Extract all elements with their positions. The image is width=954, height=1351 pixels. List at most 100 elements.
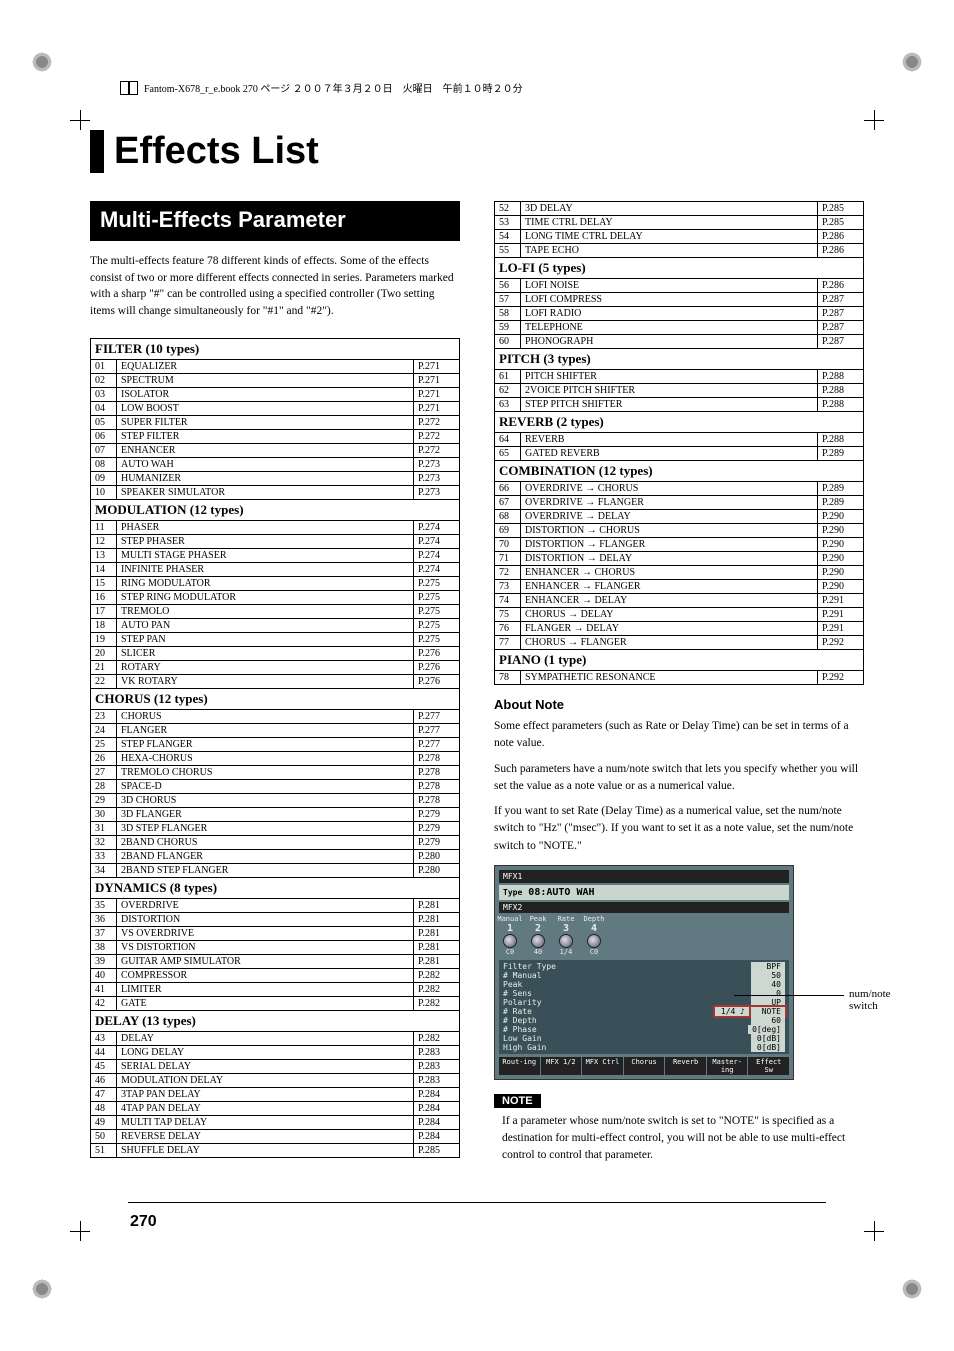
effect-number: 24 <box>91 723 117 737</box>
table-row: 56LOFI NOISEP.286 <box>495 279 864 293</box>
callout-line <box>734 995 844 996</box>
table-row: 50REVERSE DELAYP.284 <box>91 1129 460 1143</box>
effect-name: OVERDRIVE → DELAY <box>521 510 818 524</box>
effect-name: 2VOICE PITCH SHIFTER <box>521 384 818 398</box>
lcd-softkey: Effect Sw <box>748 1057 789 1075</box>
effect-name: VK ROTARY <box>117 674 414 688</box>
effect-page: P.271 <box>414 401 460 415</box>
effect-name: ROTARY <box>117 660 414 674</box>
effect-number: 49 <box>91 1115 117 1129</box>
table-row: 41LIMITERP.282 <box>91 982 460 996</box>
table-row: 05SUPER FILTERP.272 <box>91 415 460 429</box>
effect-name: MULTI STAGE PHASER <box>117 548 414 562</box>
table-row: 75CHORUS → DELAYP.291 <box>495 608 864 622</box>
category-header: DYNAMICS (8 types) <box>91 877 460 898</box>
effect-number: 75 <box>495 608 521 622</box>
effect-name: INFINITE PHASER <box>117 562 414 576</box>
effect-page: P.292 <box>818 636 864 650</box>
effect-name: LOFI COMPRESS <box>521 293 818 307</box>
effect-number: 13 <box>91 548 117 562</box>
lcd-type-label: Type <box>503 888 522 897</box>
effect-number: 04 <box>91 401 117 415</box>
effect-name: GATE <box>117 996 414 1010</box>
note-tag: NOTE <box>494 1094 541 1108</box>
effect-name: REVERB <box>521 433 818 447</box>
effect-page: P.290 <box>818 538 864 552</box>
effect-page: P.277 <box>414 709 460 723</box>
effect-name: LOFI RADIO <box>521 307 818 321</box>
table-row: 58LOFI RADIOP.287 <box>495 307 864 321</box>
table-row: 42GATEP.282 <box>91 996 460 1010</box>
lcd-param-row: PolarityUP <box>501 998 787 1007</box>
effect-page: P.290 <box>818 524 864 538</box>
effect-name: DELAY <box>117 1031 414 1045</box>
effect-number: 41 <box>91 982 117 996</box>
table-row: 11PHASERP.274 <box>91 520 460 534</box>
table-row: 332BAND FLANGERP.280 <box>91 849 460 863</box>
table-row: 43DELAYP.282 <box>91 1031 460 1045</box>
category-header: FILTER (10 types) <box>91 338 460 359</box>
effect-page: P.286 <box>818 230 864 244</box>
effect-name: 2BAND STEP FLANGER <box>117 863 414 877</box>
effect-page: P.291 <box>818 594 864 608</box>
effect-page: P.282 <box>414 982 460 996</box>
table-row: 16STEP RING MODULATORP.275 <box>91 590 460 604</box>
table-row: 49MULTI TAP DELAYP.284 <box>91 1115 460 1129</box>
effect-number: 22 <box>91 674 117 688</box>
category-header: PITCH (3 types) <box>495 349 864 370</box>
table-row: 25STEP FLANGERP.277 <box>91 737 460 751</box>
table-row: 293D CHORUSP.278 <box>91 793 460 807</box>
lcd-softkey: MFX 1/2 <box>541 1057 582 1075</box>
effect-name: SYMPATHETIC RESONANCE <box>521 671 818 685</box>
effect-page: P.289 <box>818 482 864 496</box>
effect-name: SUPER FILTER <box>117 415 414 429</box>
effect-number: 63 <box>495 398 521 412</box>
effect-number: 73 <box>495 580 521 594</box>
table-row: 51SHUFFLE DELAYP.285 <box>91 1143 460 1157</box>
effect-page: P.274 <box>414 562 460 576</box>
lcd-param-row: Peak40 <box>501 980 787 989</box>
effect-page: P.273 <box>414 471 460 485</box>
table-row: 28SPACE-DP.278 <box>91 779 460 793</box>
effect-name: HEXA-CHORUS <box>117 751 414 765</box>
callout-text: num/note switch <box>849 988 891 1012</box>
effect-page: P.278 <box>414 751 460 765</box>
table-row: 24FLANGERP.277 <box>91 723 460 737</box>
effect-number: 77 <box>495 636 521 650</box>
table-row: 71DISTORTION → DELAYP.290 <box>495 552 864 566</box>
effect-number: 32 <box>91 835 117 849</box>
lcd-param-row: Low Gain0[dB] <box>501 1034 787 1043</box>
effect-number: 36 <box>91 912 117 926</box>
table-row: 76FLANGER → DELAYP.291 <box>495 622 864 636</box>
lcd-softkey: MFX Ctrl <box>582 1057 623 1075</box>
effect-page: P.279 <box>414 835 460 849</box>
table-row: 523D DELAYP.285 <box>495 202 864 216</box>
table-row: 45SERIAL DELAYP.283 <box>91 1059 460 1073</box>
table-row: 60PHONOGRAPHP.287 <box>495 335 864 349</box>
effect-number: 03 <box>91 387 117 401</box>
intro-text: The multi-effects feature 78 different k… <box>90 253 460 320</box>
footer-rule <box>128 1202 826 1203</box>
effect-page: P.281 <box>414 940 460 954</box>
effect-number: 11 <box>91 520 117 534</box>
effect-page: P.284 <box>414 1087 460 1101</box>
effect-name: VS DISTORTION <box>117 940 414 954</box>
table-row: 73ENHANCER → FLANGERP.290 <box>495 580 864 594</box>
effect-name: SHUFFLE DELAY <box>117 1143 414 1157</box>
effect-name: 3D STEP FLANGER <box>117 821 414 835</box>
table-row: 35OVERDRIVEP.281 <box>91 898 460 912</box>
effect-number: 14 <box>91 562 117 576</box>
effect-number: 68 <box>495 510 521 524</box>
effect-number: 39 <box>91 954 117 968</box>
lcd-softkey: Chorus <box>624 1057 665 1075</box>
effect-number: 74 <box>495 594 521 608</box>
effect-name: SERIAL DELAY <box>117 1059 414 1073</box>
effect-page: P.272 <box>414 443 460 457</box>
effect-number: 27 <box>91 765 117 779</box>
effect-page: P.286 <box>818 244 864 258</box>
effect-page: P.283 <box>414 1045 460 1059</box>
effect-number: 29 <box>91 793 117 807</box>
table-row: 08AUTO WAHP.273 <box>91 457 460 471</box>
effect-page: P.275 <box>414 590 460 604</box>
effect-name: FLANGER → DELAY <box>521 622 818 636</box>
